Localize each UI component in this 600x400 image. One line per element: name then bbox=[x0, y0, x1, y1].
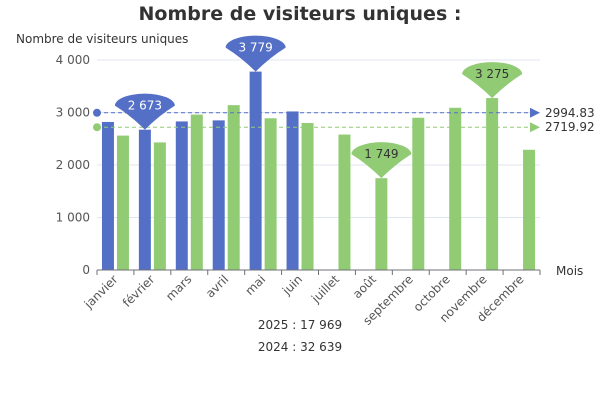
bar-2024-avril bbox=[227, 105, 240, 271]
bar-2024-juin bbox=[301, 123, 314, 270]
min-pin-2024 bbox=[351, 142, 412, 179]
bar-2025-mai bbox=[249, 71, 262, 270]
min-pin-2025 bbox=[114, 93, 175, 130]
average-arrow-2024 bbox=[530, 122, 540, 133]
bar-2024-mars bbox=[190, 114, 203, 270]
y-tick-label: 0 bbox=[82, 263, 90, 277]
bar-2025-janvier bbox=[101, 121, 114, 270]
min-label-2025: 2 673 bbox=[128, 99, 162, 113]
min-marker-2024: 1 749 bbox=[351, 142, 412, 179]
max-label-2024: 3 275 bbox=[475, 67, 509, 81]
bar-2024-août bbox=[375, 178, 388, 270]
average-arrow-2025 bbox=[530, 107, 540, 118]
max-label-2025: 3 779 bbox=[238, 41, 272, 55]
x-axis-label: Mois bbox=[556, 264, 583, 278]
bar-2024-janvier bbox=[116, 135, 129, 270]
bars bbox=[101, 71, 536, 271]
y-axis-label: Nombre de visiteurs uniques bbox=[16, 32, 188, 46]
bar-2024-octobre bbox=[449, 107, 462, 271]
x-tick-label: juin bbox=[279, 272, 305, 298]
y-tick-label: 4 000 bbox=[56, 53, 90, 67]
y-tick-label: 3 000 bbox=[56, 106, 90, 120]
average-label-2024: 2719.92 bbox=[545, 120, 595, 134]
bar-2024-février bbox=[153, 142, 166, 270]
bar-2024-juillet bbox=[338, 134, 351, 270]
max-pin-2025 bbox=[225, 35, 286, 72]
bar-2025-février bbox=[138, 129, 151, 270]
x-tick-label: janvier bbox=[81, 272, 121, 312]
x-tick-label: avril bbox=[203, 272, 231, 300]
total-2025: 2025 : 17 969 bbox=[257, 318, 343, 332]
bar-2024-septembre bbox=[412, 117, 425, 270]
bar-2024-novembre bbox=[486, 98, 499, 270]
min-label-2024: 1 749 bbox=[364, 147, 398, 161]
bar-2025-mars bbox=[175, 121, 188, 270]
max-marker-2025: 3 779 bbox=[225, 35, 286, 72]
chart-title: Nombre de visiteurs uniques : bbox=[138, 3, 462, 25]
y-tick-label: 2 000 bbox=[56, 158, 90, 172]
bar-2025-avril bbox=[212, 120, 225, 270]
x-tick-label: mars bbox=[163, 272, 194, 303]
min-marker-2025: 2 673 bbox=[114, 93, 175, 130]
total-2024: 2024 : 32 639 bbox=[257, 340, 343, 354]
bar-2025-juin bbox=[286, 111, 299, 270]
y-tick-label: 1 000 bbox=[56, 211, 90, 225]
x-tick-label: février bbox=[120, 272, 158, 310]
average-label-2025: 2994.83 bbox=[545, 106, 595, 120]
bar-2024-mai bbox=[264, 118, 277, 271]
max-marker-2024: 3 275 bbox=[462, 62, 523, 99]
x-tick-label: juillet bbox=[308, 272, 342, 306]
x-tick-label: mai bbox=[243, 272, 269, 298]
x-tick-label: août bbox=[350, 272, 379, 301]
min-max-markers: 3 779 2 673 3 275 1 749 bbox=[114, 35, 523, 179]
max-pin-2024 bbox=[462, 62, 523, 99]
bar-2024-décembre bbox=[523, 149, 536, 270]
